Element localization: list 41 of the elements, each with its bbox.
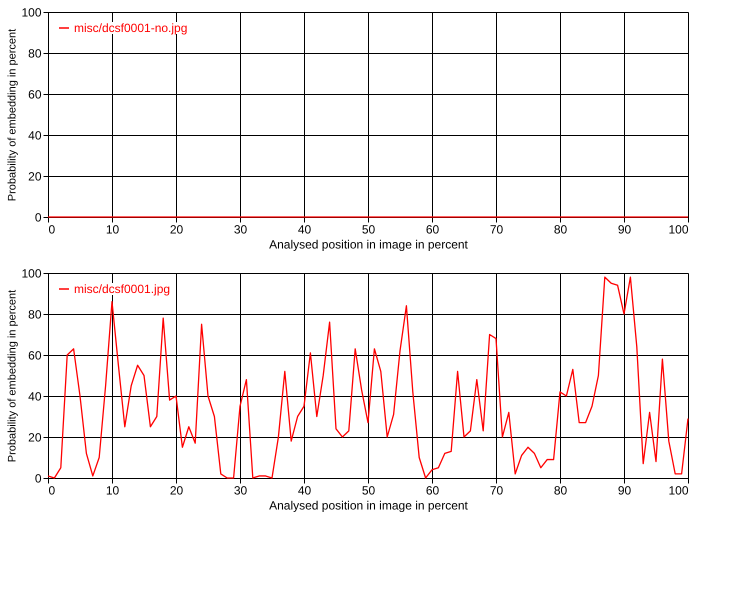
x-tick-label: 90 [618, 222, 632, 236]
x-tick-label: 30 [234, 222, 248, 236]
line-series [47, 276, 689, 479]
x-tick-label: 30 [234, 484, 248, 498]
x-tick-label: 20 [170, 222, 184, 236]
x-tick-label: 60 [426, 484, 440, 498]
y-tick-label: 100 [21, 266, 42, 280]
y-tick-label: 40 [28, 128, 42, 142]
x-axis-title: Analysed position in image in percent [269, 238, 469, 252]
x-tick-label: 40 [298, 484, 312, 498]
y-tick-label: 0 [34, 472, 42, 486]
x-tick-label: 60 [426, 222, 440, 236]
y-tick-label: 60 [28, 88, 42, 102]
y-tick-label: 40 [28, 390, 42, 404]
x-tick-label: 50 [362, 484, 376, 498]
x-axis-title: Analysed position in image in percent [269, 498, 469, 512]
y-tick-label: 0 [34, 210, 42, 224]
legend-label: misc/dcsf0001-no.jpg [74, 21, 188, 35]
y-tick-label: 20 [28, 170, 42, 184]
y-tick-label: 20 [28, 430, 42, 444]
y-axis-title: Probability of embedding in percent [6, 290, 18, 462]
x-tick-label: 100 [668, 484, 689, 498]
x-tick-label: 20 [170, 484, 184, 498]
y-tick-label: 80 [28, 46, 42, 60]
x-tick-label: 0 [48, 484, 56, 498]
x-tick-label: 80 [554, 484, 568, 498]
y-tick-label: 60 [28, 348, 42, 362]
x-tick-label: 100 [668, 222, 689, 236]
x-tick-label: 90 [618, 484, 632, 498]
x-tick-label: 80 [554, 222, 568, 236]
y-axis-title: Probability of embedding in percent [6, 28, 18, 202]
x-tick-label: 50 [362, 222, 376, 236]
x-tick-label: 10 [106, 222, 120, 236]
x-tick-label: 40 [298, 222, 312, 236]
y-tick-label: 80 [28, 308, 42, 322]
x-tick-label: 70 [490, 222, 504, 236]
x-tick-label: 0 [48, 222, 56, 236]
legend-label: misc/dcsf0001.jpg [74, 282, 170, 296]
y-tick-label: 100 [21, 6, 42, 20]
x-tick-label: 70 [490, 484, 504, 498]
x-tick-label: 10 [106, 484, 120, 498]
